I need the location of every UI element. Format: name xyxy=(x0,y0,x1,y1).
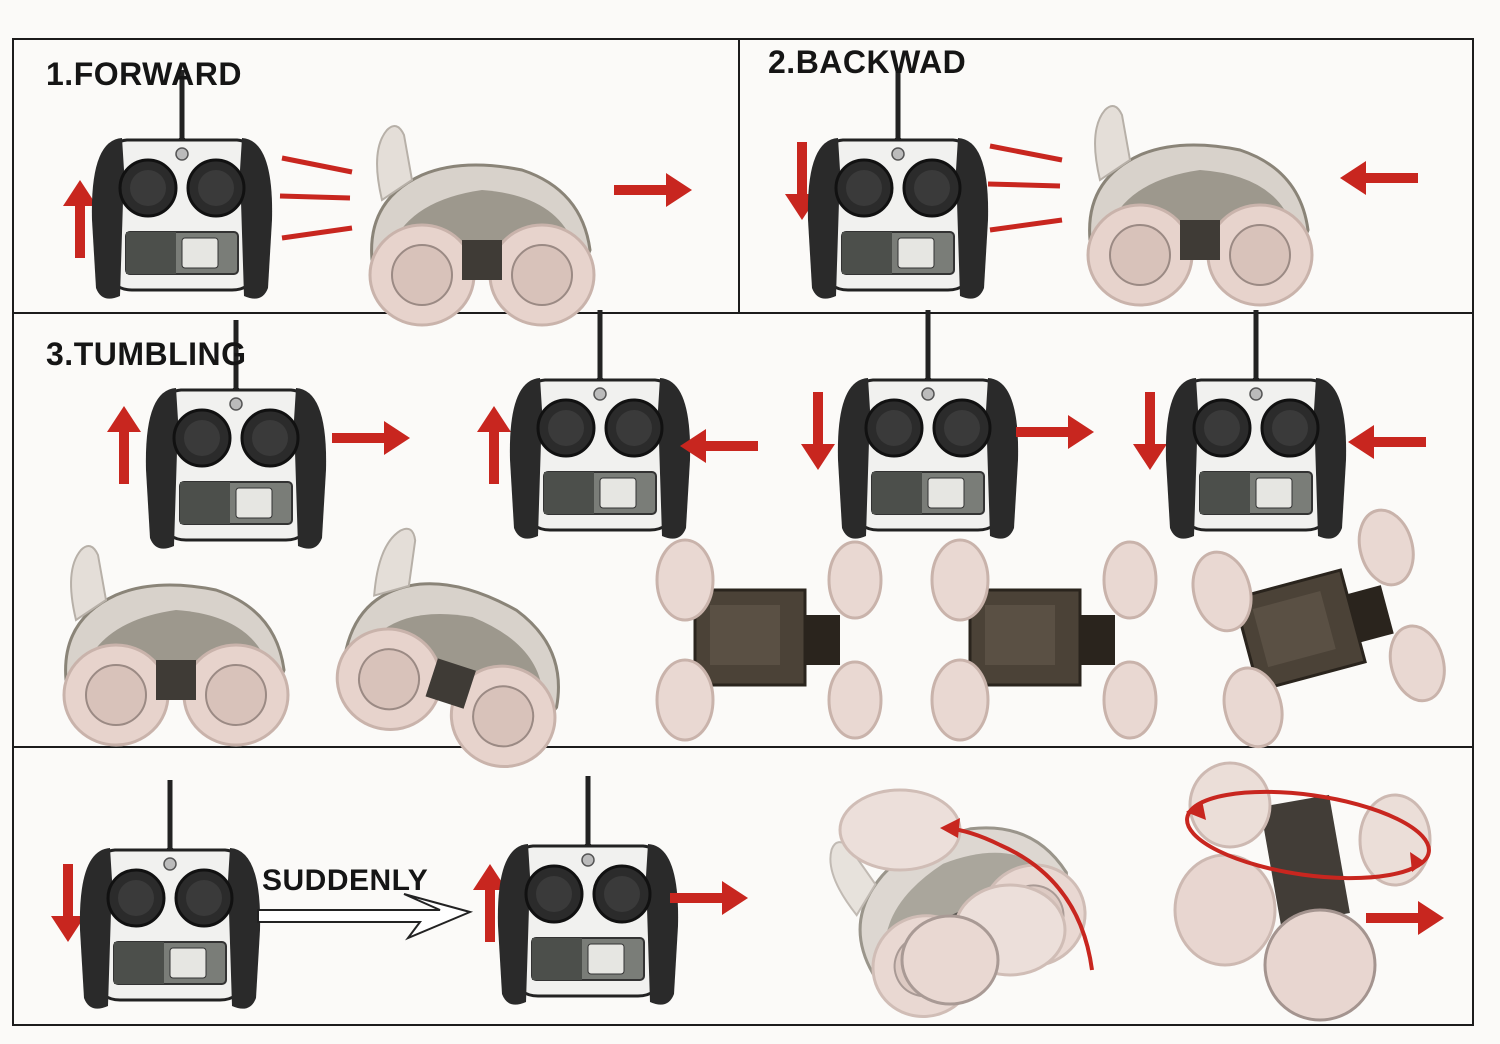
remote-control-icon xyxy=(92,70,272,299)
spin-panel xyxy=(12,746,1474,1026)
arrow-up-icon xyxy=(477,406,511,484)
suddenly-label: SUDDENLY xyxy=(262,864,429,897)
remote-control-icon xyxy=(1166,310,1346,539)
arrow-down-icon xyxy=(51,864,85,942)
remote-control-icon xyxy=(80,780,260,1009)
arrow-down-icon xyxy=(801,392,835,470)
flipped-car-icon xyxy=(1183,500,1455,755)
arrow-down-icon xyxy=(1133,392,1167,470)
forward-title: 1.FORWARD xyxy=(46,56,242,92)
arrow-right-icon xyxy=(1016,415,1094,449)
arrow-right-icon xyxy=(1366,901,1444,935)
arrow-right-icon xyxy=(670,881,748,915)
arrow-left-icon xyxy=(1340,161,1418,195)
arrow-up-icon xyxy=(63,180,97,258)
arrow-left-icon xyxy=(1348,425,1426,459)
spinning-car-icon xyxy=(813,756,1104,1035)
arrow-up-icon xyxy=(107,406,141,484)
remote-control-icon xyxy=(510,310,690,539)
motion-lines xyxy=(987,143,1063,233)
stunt-car-icon xyxy=(368,124,596,327)
stunt-car-icon xyxy=(322,519,601,782)
backward-title: 2.BACKWAD xyxy=(768,44,967,80)
arrow-right-icon xyxy=(614,173,692,207)
stunt-car-icon xyxy=(62,544,290,747)
spin-arrow-icon xyxy=(944,826,1094,971)
arrow-right-icon xyxy=(332,421,410,455)
remote-control-icon xyxy=(498,776,678,1005)
stunt-car-icon xyxy=(1086,104,1314,307)
arrow-left-icon xyxy=(680,429,758,463)
tumbling-title: 3.TUMBLING xyxy=(46,336,247,372)
motion-lines xyxy=(279,155,353,241)
rotation-ring-icon xyxy=(1185,789,1431,881)
flipped-car-icon xyxy=(655,538,883,742)
remote-control-icon xyxy=(838,310,1018,539)
suddenly-arrow-icon xyxy=(257,893,474,941)
spinning-car-icon xyxy=(1173,761,1432,1022)
flipped-car-icon xyxy=(930,538,1158,742)
remote-control-icon xyxy=(808,70,988,299)
